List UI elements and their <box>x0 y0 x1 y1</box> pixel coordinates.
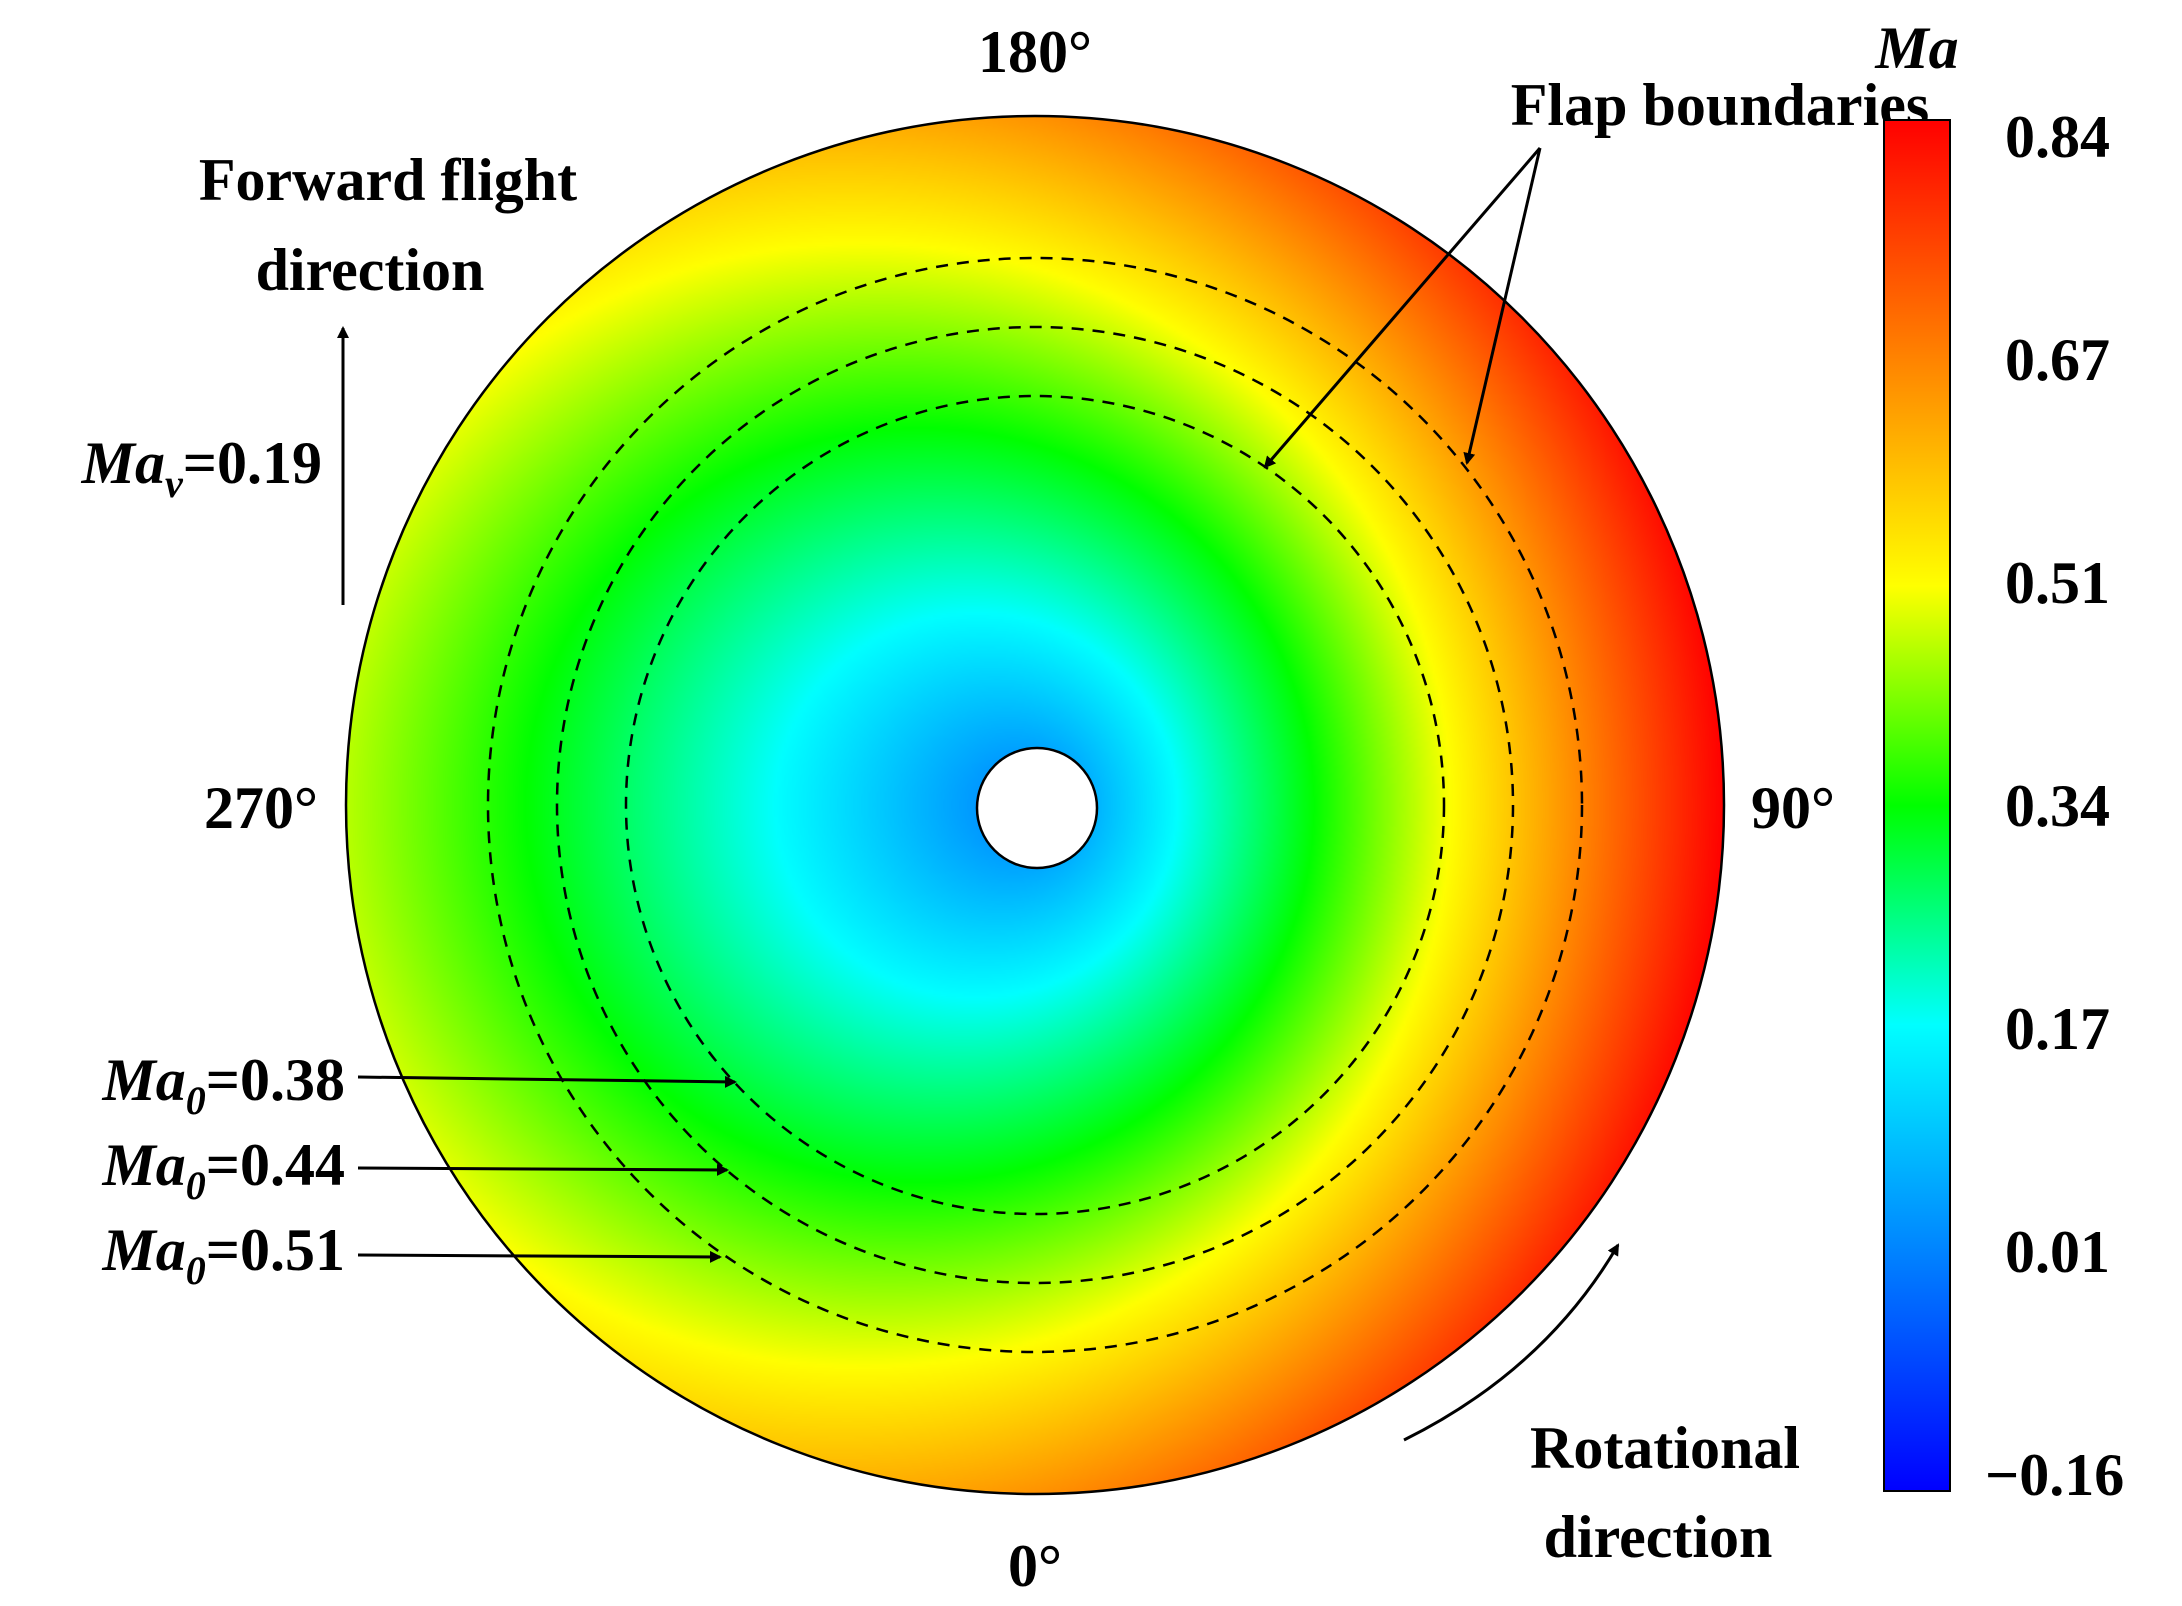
boundary-2-arrow <box>357 1163 729 1176</box>
colorbar-tick-6: −0.16 <box>1985 1442 2124 1508</box>
azimuth-label-180: 180° <box>978 19 1092 85</box>
rotor-hub <box>975 746 1099 870</box>
colorbar-tick-0: 0.84 <box>2005 104 2110 170</box>
flap-boundaries-arrow-outer <box>1463 147 1542 465</box>
mach-value: =0.19 <box>183 430 322 496</box>
flap-boundaries-label: Flap boundaries <box>1511 72 1929 138</box>
boundary-3-arrow <box>357 1250 722 1263</box>
flap-boundary-outer <box>486 256 1584 1354</box>
boundary-2-subscript: 0 <box>186 1163 206 1208</box>
colorbar: Ma 0.84 0.67 0.51 0.34 0.17 0.01 −0.16 <box>1874 15 2124 1508</box>
boundary-label-3: Ma0=0.51 <box>101 1217 722 1293</box>
boundary-label-2: Ma0=0.44 <box>101 1132 729 1208</box>
rotational-direction-arrow <box>1403 1243 1620 1442</box>
colorbar-tick-3: 0.34 <box>2005 773 2110 839</box>
svg-text:Ma0=0.38: Ma0=0.38 <box>101 1047 345 1123</box>
rotational-direction-label-line2: direction <box>1544 1504 1773 1570</box>
azimuth-label-90: 90° <box>1751 775 1835 841</box>
flap-boundary-inner <box>624 394 1446 1216</box>
boundary-label-1: Ma0=0.38 <box>101 1047 737 1123</box>
svg-text:Ma0=0.51: Ma0=0.51 <box>101 1217 345 1293</box>
colorbar-title: Ma <box>1874 15 1958 81</box>
boundary-1-arrow <box>357 1075 737 1088</box>
boundary-2-symbol: Ma <box>101 1132 185 1198</box>
colorbar-tick-1: 0.67 <box>2005 327 2110 393</box>
svg-text:Ma0=0.44: Ma0=0.44 <box>101 1132 345 1208</box>
colorbar-tick-2: 0.51 <box>2005 550 2110 616</box>
flap-boundary-middle <box>555 325 1515 1285</box>
forward-flight-label-line2: direction <box>256 237 485 303</box>
mach-symbol: Ma <box>81 430 165 496</box>
boundary-3-value: =0.51 <box>206 1217 345 1283</box>
colorbar-tick-5: 0.01 <box>2005 1219 2110 1285</box>
azimuth-label-0: 0° <box>1008 1533 1062 1599</box>
boundary-3-subscript: 0 <box>186 1248 206 1293</box>
flap-boundaries-arrow-inner <box>1263 147 1542 469</box>
free-stream-mach-label: Mav=0.19 <box>81 430 322 506</box>
boundary-1-subscript: 0 <box>186 1078 206 1123</box>
boundary-1-value: =0.38 <box>206 1047 345 1113</box>
boundary-3-symbol: Ma <box>101 1217 185 1283</box>
rotational-direction-label-line1: Rotational <box>1530 1415 1800 1481</box>
boundary-1-symbol: Ma <box>101 1047 185 1113</box>
colorbar-tick-4: 0.17 <box>2005 996 2110 1062</box>
mach-subscript: v <box>165 461 184 506</box>
rotor-disk-outline <box>344 114 1726 1496</box>
colorbar-gradient <box>1883 119 1951 1492</box>
boundary-2-value: =0.44 <box>206 1132 345 1198</box>
azimuth-label-270: 270° <box>204 775 318 841</box>
forward-flight-label-line1: Forward flight <box>199 147 577 213</box>
rotor-disk <box>344 114 1726 1496</box>
